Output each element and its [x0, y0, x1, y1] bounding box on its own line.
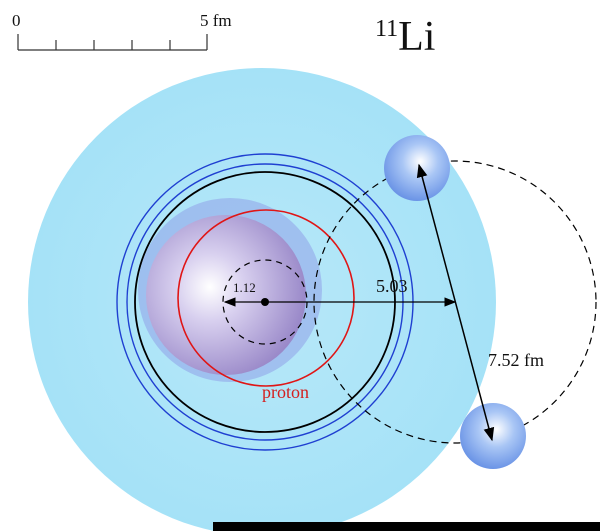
proton-label: proton — [262, 382, 309, 402]
neutron-bottom — [460, 403, 526, 469]
neutron-separation-arrow — [416, 163, 495, 442]
mass-number-superscript: 11 — [375, 16, 398, 42]
bottom-edge-bar — [213, 522, 600, 531]
scale-bar: 0 5 fm — [12, 11, 232, 51]
scale-bar-end-label: 5 fm — [200, 11, 232, 30]
neutron-top — [384, 135, 450, 201]
proton-radius-circle — [177, 209, 355, 387]
element-symbol: Li — [398, 14, 435, 60]
neutron-pair-dashed-circle — [313, 160, 597, 444]
neutron-separation-label: 7.52 fm — [488, 350, 544, 370]
core-radius-label: 1.12 — [233, 280, 256, 295]
scale-bar-zero-label: 0 — [12, 11, 21, 30]
core-nucleus — [146, 215, 306, 375]
nucleus-title: 11Li — [375, 14, 435, 60]
halo-distance-label: 5.03 — [376, 276, 408, 296]
